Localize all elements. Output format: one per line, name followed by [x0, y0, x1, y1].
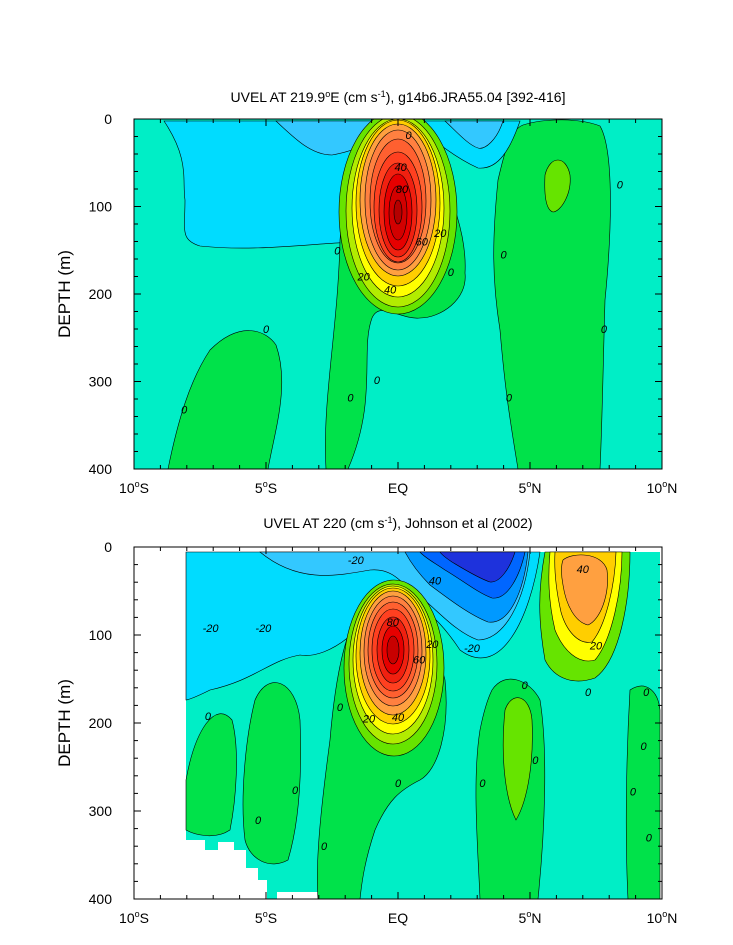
contour-label: 0	[501, 250, 508, 262]
x-tick-label: 10oS	[119, 479, 149, 496]
x-tick-label: 10oN	[647, 909, 678, 926]
y-tick-label: 0	[104, 111, 112, 127]
x-tick-label: EQ	[388, 480, 408, 496]
contour-label: 0	[532, 755, 539, 767]
contour-label: 0	[448, 267, 455, 279]
contour-label: 0	[347, 392, 354, 404]
contour-label: -20	[203, 623, 220, 635]
y-tick-label: 100	[89, 627, 113, 643]
contour-zero-east-edge	[625, 685, 661, 899]
y-tick-label: 200	[89, 286, 113, 302]
contour-label: 0	[640, 741, 647, 753]
contour-label: 0	[374, 375, 381, 387]
contour-label: 40	[384, 285, 397, 297]
x-tick-label: 5oN	[519, 909, 542, 926]
y-tick-label: 300	[89, 803, 113, 819]
contour-label: 20	[433, 228, 447, 240]
contour-label: 40	[577, 564, 590, 576]
contour-label: 80	[387, 617, 400, 629]
contour-ten-tongue-east	[502, 697, 533, 821]
contour-label: 0	[617, 180, 624, 192]
y-tick-label: 400	[89, 891, 113, 907]
y-tick-label: 0	[104, 539, 112, 555]
contour-label: -20	[464, 643, 481, 655]
contour-label: 0	[522, 680, 529, 692]
contour-label: 0	[506, 392, 513, 404]
contour-label: 40	[395, 162, 408, 174]
x-tick-label: 5oN	[519, 479, 542, 496]
contour-label: 40	[392, 712, 405, 724]
contour-label: 0	[601, 324, 608, 336]
ticks-model	[133, 118, 663, 470]
x-tick-label: 10oS	[119, 909, 149, 926]
y-tick-label: 100	[89, 199, 113, 215]
ticks-observed	[133, 546, 663, 900]
contour-label: 0	[395, 778, 402, 790]
x-tick-labels-model: 10oS 5oS EQ 5oN 10oN	[119, 479, 677, 496]
contour-label: -20	[348, 555, 365, 567]
contour-label: 20	[425, 639, 439, 651]
contour-field-observed: -20 40 40 -20 -20 80 20 60 -20 20 0 0 0 0 0 20 40 0 0 0 0 0 0 0…	[185, 551, 661, 899]
contour-label: 80	[396, 184, 409, 196]
contour-zero-south	[167, 330, 283, 469]
contour-positive-north-40	[561, 554, 608, 626]
contour-labels-model: 0 40 80 20 60 0 0 0 20 40 0 0 0 0 0 0 0	[181, 130, 624, 417]
contour-label: 0	[479, 778, 486, 790]
y-tick-label: 400	[89, 461, 113, 477]
contour-label: 40	[429, 575, 442, 587]
contour-label: 20	[357, 272, 371, 284]
contour-label: 0	[255, 815, 262, 827]
contour-label: 0	[181, 405, 188, 417]
x-tick-label: EQ	[388, 910, 408, 926]
contour-label: 0	[263, 324, 270, 336]
contour-zero-tongue-west	[242, 682, 301, 865]
contour-label: 0	[585, 687, 592, 699]
contour-label: 0	[334, 245, 341, 257]
y-axis-label-observed: DEPTH (m)	[55, 679, 74, 767]
y-axis-label-model: DEPTH (m)	[55, 250, 74, 338]
contour-label: 0	[405, 130, 412, 142]
contour-zero-west-edge	[185, 713, 237, 837]
contour-label: 0	[646, 832, 653, 844]
contour-label: 60	[413, 655, 426, 667]
contour-ten-north	[544, 159, 571, 213]
panel-title-observed: UVEL AT 220 (cm s-1), Johnson et al (200…	[263, 515, 532, 531]
contour-label: 0	[643, 687, 650, 699]
contour-label: 0	[337, 702, 344, 714]
contour-label: 20	[589, 641, 603, 653]
x-tick-label: 5oS	[255, 909, 277, 926]
contour-label: 20	[362, 714, 376, 726]
y-tick-labels-observed: 0 100 200 300 400	[89, 539, 113, 907]
contour-label: 0	[321, 841, 328, 853]
x-tick-label: 10oN	[647, 479, 678, 496]
contour-field-model: 0 40 80 20 60 0 0 0 20 40 0 0 0 0 0 0 0	[134, 119, 662, 469]
contour-label: 60	[416, 237, 429, 249]
x-tick-labels-observed: 10oS 5oS EQ 5oN 10oN	[119, 909, 677, 926]
euc-core-110	[386, 635, 400, 665]
panel-model: UVEL AT 219.9oE (cm s-1), g14b6.JRA55.04…	[55, 89, 677, 496]
contour-negative-east-inner	[444, 120, 504, 149]
y-tick-label: 200	[89, 715, 113, 731]
euc-core-120	[393, 199, 403, 225]
contour-label: -20	[255, 623, 272, 635]
contour-label: 0	[205, 711, 212, 723]
contour-negative-east-50	[439, 551, 516, 583]
panel-title-model: UVEL AT 219.9oE (cm s-1), g14b6.JRA55.04…	[231, 89, 566, 105]
x-tick-label: 5oS	[255, 479, 277, 496]
panel-observed: UVEL AT 220 (cm s-1), Johnson et al (200…	[55, 515, 677, 926]
contour-labels-observed: -20 40 40 -20 -20 80 20 60 -20 20 0 0 0 0 0 20 40 0 0 0 0 0 0 0…	[203, 555, 653, 853]
contour-label: 0	[630, 787, 637, 799]
y-tick-label: 300	[89, 374, 113, 390]
contour-label: 0	[292, 785, 299, 797]
y-tick-labels-model: 0 100 200 300 400	[89, 111, 113, 477]
